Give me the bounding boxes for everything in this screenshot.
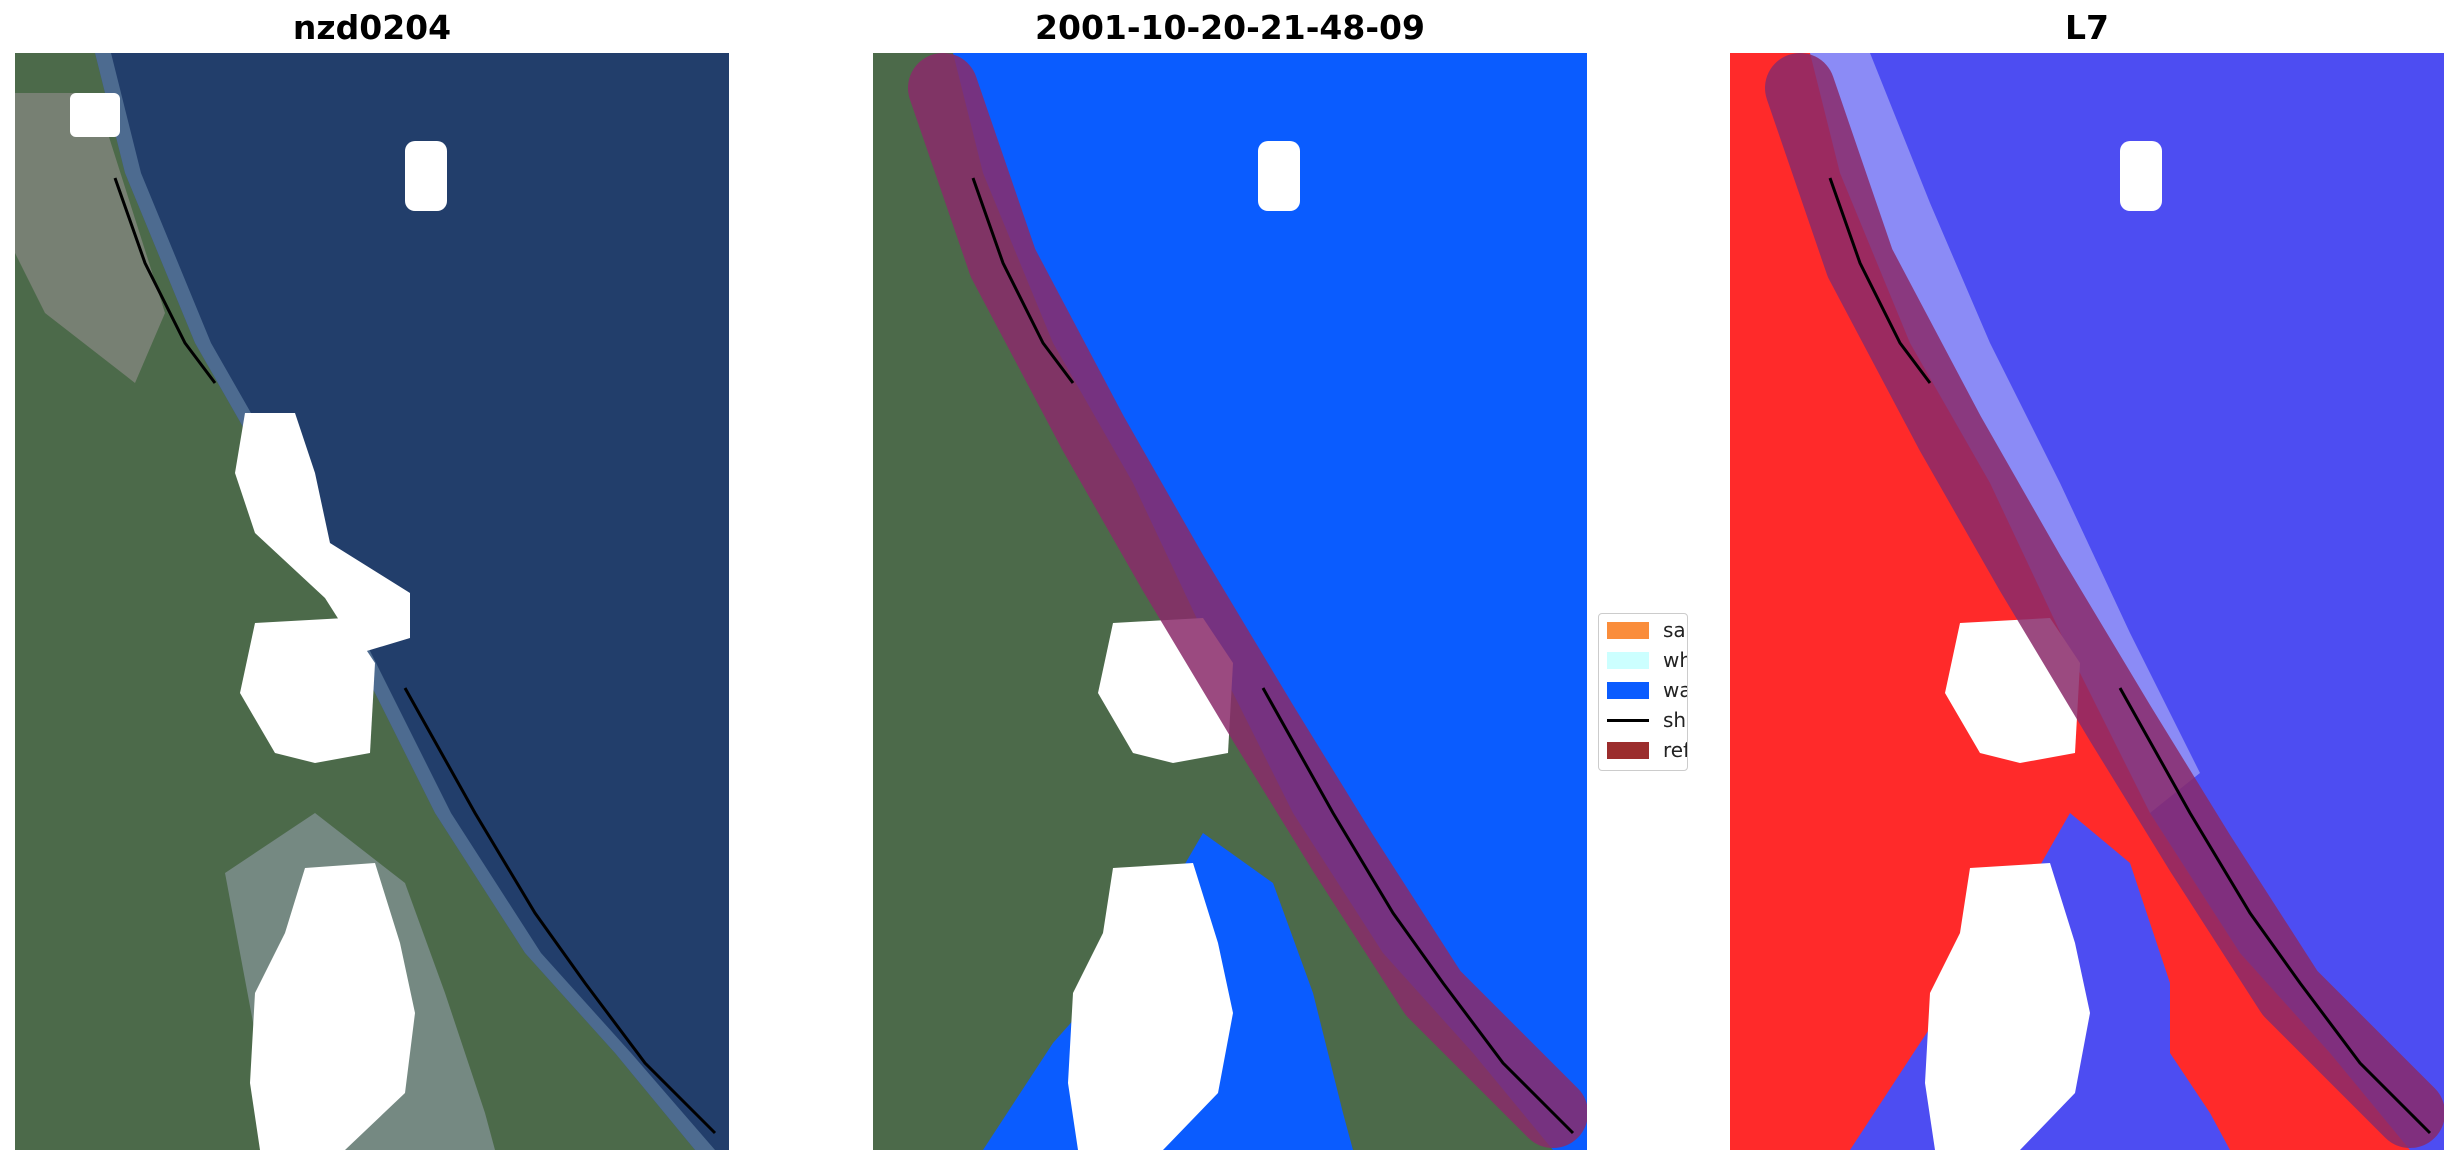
land-area [15,53,695,1150]
shoreline-north [1828,177,1932,384]
legend-label-reference-buffer: reference shoreline buffer [1663,738,1687,762]
town-area [15,93,165,383]
index-image-panel [1730,53,2444,1150]
reference-buffer-swatch [1607,742,1649,759]
legend-label-sand: sand [1663,618,1687,642]
legend-item-water: water [1605,676,1687,704]
classified-image-panel [873,53,1587,1150]
index-near-shore-glow [1810,53,2200,813]
rgb-image [15,53,729,1150]
whitewater-swatch [1607,652,1649,669]
shoreline-north [971,177,1075,384]
legend-item-shoreline: shoreline [1605,706,1687,734]
panel-title-classified: 2001-10-20-21-48-09 [1035,8,1425,47]
rgb-image-panel [15,53,729,1150]
legend-label-whitewater: whitewater [1663,648,1687,672]
legend-label-shoreline: shoreline [1663,708,1687,732]
legend-label-water: water [1663,678,1687,702]
legend-item-whitewater: whitewater [1605,646,1687,674]
class-legend: sand whitewater water shoreline referenc… [1598,613,1688,771]
panel-title-index: L7 [2065,8,2109,47]
panel-title-rgb: nzd0204 [292,8,452,47]
shoreline-north [113,177,217,384]
water-swatch [1607,682,1649,699]
index-image [1730,53,2444,1150]
sand-swatch [1607,622,1649,639]
legend-item-sand: sand [1605,616,1687,644]
shoreline-line-sample [1607,719,1649,722]
shoreline-south [1261,687,1575,1135]
cloud-masks [70,93,447,1150]
shoreline-south [2118,687,2432,1135]
shoreline-south [403,687,717,1135]
legend-item-reference-buffer: reference shoreline buffer [1605,736,1687,764]
classified-image [873,53,1587,1150]
